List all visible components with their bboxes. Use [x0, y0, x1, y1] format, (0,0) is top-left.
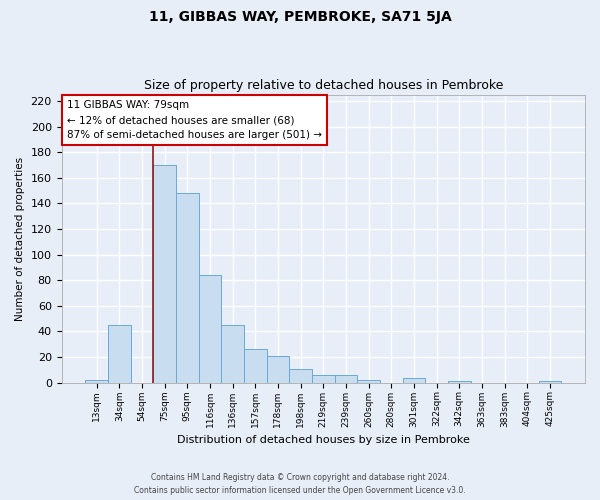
- Bar: [154, 165, 176, 382]
- Text: 11, GIBBAS WAY, PEMBROKE, SA71 5JA: 11, GIBBAS WAY, PEMBROKE, SA71 5JA: [149, 10, 451, 24]
- Bar: [403, 378, 425, 382]
- Bar: [312, 375, 335, 382]
- Bar: [289, 368, 312, 382]
- Text: Contains HM Land Registry data © Crown copyright and database right 2024.
Contai: Contains HM Land Registry data © Crown c…: [134, 474, 466, 495]
- Bar: [108, 325, 131, 382]
- Bar: [199, 275, 221, 382]
- Bar: [244, 350, 266, 382]
- X-axis label: Distribution of detached houses by size in Pembroke: Distribution of detached houses by size …: [177, 435, 470, 445]
- Text: 11 GIBBAS WAY: 79sqm
← 12% of detached houses are smaller (68)
87% of semi-detac: 11 GIBBAS WAY: 79sqm ← 12% of detached h…: [67, 100, 322, 140]
- Y-axis label: Number of detached properties: Number of detached properties: [15, 156, 25, 320]
- Bar: [85, 380, 108, 382]
- Bar: [176, 193, 199, 382]
- Bar: [335, 375, 357, 382]
- Title: Size of property relative to detached houses in Pembroke: Size of property relative to detached ho…: [143, 79, 503, 92]
- Bar: [221, 325, 244, 382]
- Bar: [357, 380, 380, 382]
- Bar: [266, 356, 289, 382]
